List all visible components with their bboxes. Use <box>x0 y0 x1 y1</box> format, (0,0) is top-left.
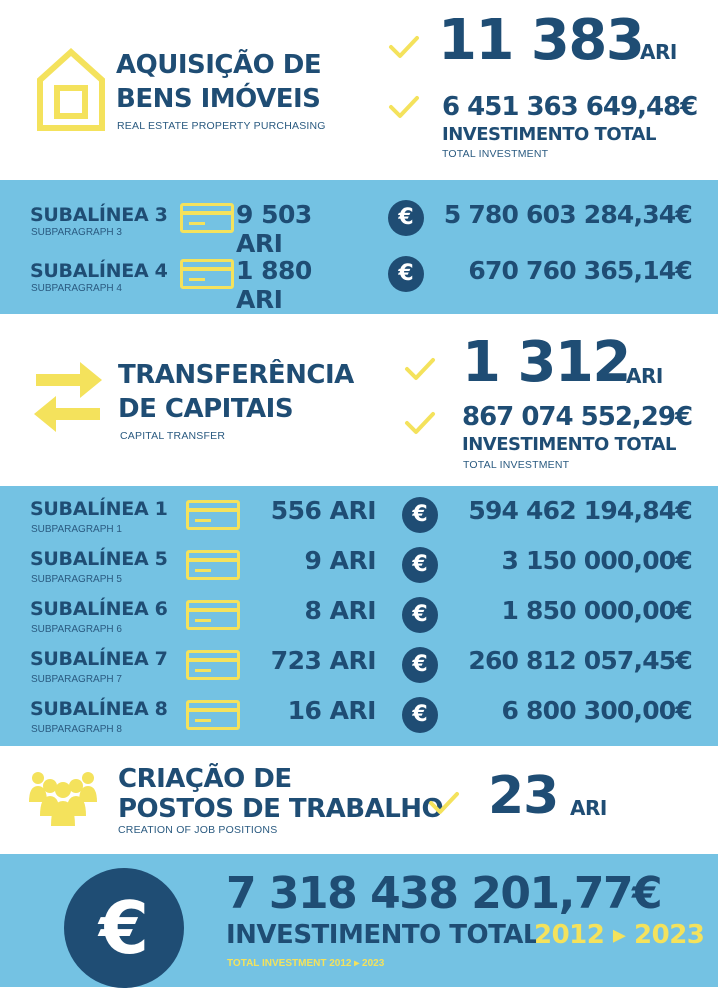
euro-icon: € <box>402 597 438 633</box>
row-label: SUBALÍNEA 1 <box>30 498 168 520</box>
credit-card-icon <box>186 550 240 580</box>
euro-icon: € <box>402 647 438 683</box>
credit-card-icon <box>180 203 234 233</box>
row-label: SUBALÍNEA 5 <box>30 548 168 570</box>
total-value: 7 318 438 201,77€ <box>226 868 663 919</box>
transfer-ari-count: 1 312 <box>462 330 631 395</box>
row-sublabel: SUBPARAGRAPH 3 <box>31 227 122 238</box>
row-label: SUBALÍNEA 4 <box>30 260 168 282</box>
credit-card-icon <box>186 600 240 630</box>
total-years: 2012 ▸ 2023 <box>534 920 705 950</box>
acquisition-ari-count: 11 383 <box>438 8 645 73</box>
check-icon <box>405 358 435 380</box>
transfer-subtitle: CAPITAL TRANSFER <box>120 430 226 442</box>
total-sublabel: TOTAL INVESTMENT 2012 ▸ 2023 <box>227 958 385 969</box>
row-label: SUBALÍNEA 3 <box>30 204 168 226</box>
check-icon <box>389 96 419 118</box>
row-sublabel: SUBPARAGRAPH 7 <box>31 674 122 685</box>
row-ari: 556 ARI <box>270 496 377 525</box>
acquisition-title-line1: AQUISIÇÃO DE <box>116 50 322 80</box>
row-label: SUBALÍNEA 6 <box>30 598 168 620</box>
credit-card-icon <box>180 259 234 289</box>
jobs-title-line1: CRIAÇÃO DE <box>118 764 292 794</box>
euro-icon: € <box>402 697 438 733</box>
transfer-title-line1: TRANSFERÊNCIA <box>118 360 354 390</box>
row-sublabel: SUBPARAGRAPH 8 <box>31 724 122 735</box>
check-icon <box>429 792 459 814</box>
row-ari: 1 880 ARI <box>236 256 312 314</box>
row-amount: 1 850 000,00€ <box>501 596 693 625</box>
jobs-title-line2: POSTOS DE TRABALHO <box>118 794 444 824</box>
acquisition-investment-label: INVESTIMENTO TOTAL <box>442 124 656 145</box>
row-amount: 6 800 300,00€ <box>501 696 693 725</box>
jobs-ari-count: 23 <box>488 766 559 826</box>
credit-card-icon <box>186 500 240 530</box>
euro-icon: € <box>402 497 438 533</box>
transfer-rows-band: SUBALÍNEA 1 SUBPARAGRAPH 1 556 ARI € 594… <box>0 486 718 746</box>
euro-icon: € <box>64 868 184 988</box>
row-ari: 9 ARI <box>304 546 377 575</box>
row-sublabel: SUBPARAGRAPH 5 <box>31 574 122 585</box>
check-icon <box>389 36 419 58</box>
euro-icon: € <box>402 547 438 583</box>
jobs-section: CRIAÇÃO DE POSTOS DE TRABALHO CREATION O… <box>0 746 718 854</box>
transfer-investment-sublabel: TOTAL INVESTMENT <box>463 459 570 471</box>
row-amount: 3 150 000,00€ <box>501 546 693 575</box>
euro-icon: € <box>388 256 424 292</box>
row-ari: 723 ARI <box>270 646 377 675</box>
row-sublabel: SUBPARAGRAPH 4 <box>31 283 122 294</box>
row-ari: 16 ARI <box>287 696 377 725</box>
row-amount: 5 780 603 284,34€ <box>443 200 693 229</box>
transfer-arrows-icon <box>34 362 102 432</box>
row-ari: 8 ARI <box>304 596 377 625</box>
acquisition-rows-band: SUBALÍNEA 3 SUBPARAGRAPH 3 9 503 ARI € 5… <box>0 180 718 314</box>
total-label: INVESTIMENTO TOTAL <box>226 920 539 950</box>
credit-card-icon <box>186 650 240 680</box>
row-sublabel: SUBPARAGRAPH 1 <box>31 524 122 535</box>
acquisition-subtitle: REAL ESTATE PROPERTY PURCHASING <box>117 120 326 132</box>
row-ari: 9 503 ARI <box>236 200 312 258</box>
transfer-investment-label: INVESTIMENTO TOTAL <box>462 434 676 455</box>
acquisition-investment-sublabel: TOTAL INVESTMENT <box>442 148 549 160</box>
row-amount: 260 812 057,45€ <box>468 646 692 675</box>
row-label: SUBALÍNEA 7 <box>30 648 168 670</box>
people-group-icon <box>29 772 97 826</box>
acquisition-title-line2: BENS IMÓVEIS <box>116 84 321 114</box>
row-amount: 594 462 194,84€ <box>468 496 692 525</box>
row-sublabel: SUBPARAGRAPH 6 <box>31 624 122 635</box>
jobs-subtitle: CREATION OF JOB POSITIONS <box>118 824 278 836</box>
row-amount: 670 760 365,14€ <box>468 256 692 285</box>
transfer-investment-value: 867 074 552,29€ <box>462 402 693 432</box>
acquisition-ari-unit: ARI <box>640 40 677 64</box>
house-icon <box>37 47 105 131</box>
transfer-title-line2: DE CAPITAIS <box>118 394 294 424</box>
credit-card-icon <box>186 700 240 730</box>
transfer-ari-unit: ARI <box>626 364 663 388</box>
jobs-ari-unit: ARI <box>570 796 607 820</box>
check-icon <box>405 412 435 434</box>
acquisition-section: AQUISIÇÃO DE BENS IMÓVEIS REAL ESTATE PR… <box>0 0 718 180</box>
total-section: € 7 318 438 201,77€ INVESTIMENTO TOTAL 2… <box>0 854 718 988</box>
acquisition-investment-value: 6 451 363 649,48€ <box>442 92 698 122</box>
euro-icon: € <box>388 200 424 236</box>
row-label: SUBALÍNEA 8 <box>30 698 168 720</box>
transfer-section: TRANSFERÊNCIA DE CAPITAIS CAPITAL TRANSF… <box>0 314 718 486</box>
